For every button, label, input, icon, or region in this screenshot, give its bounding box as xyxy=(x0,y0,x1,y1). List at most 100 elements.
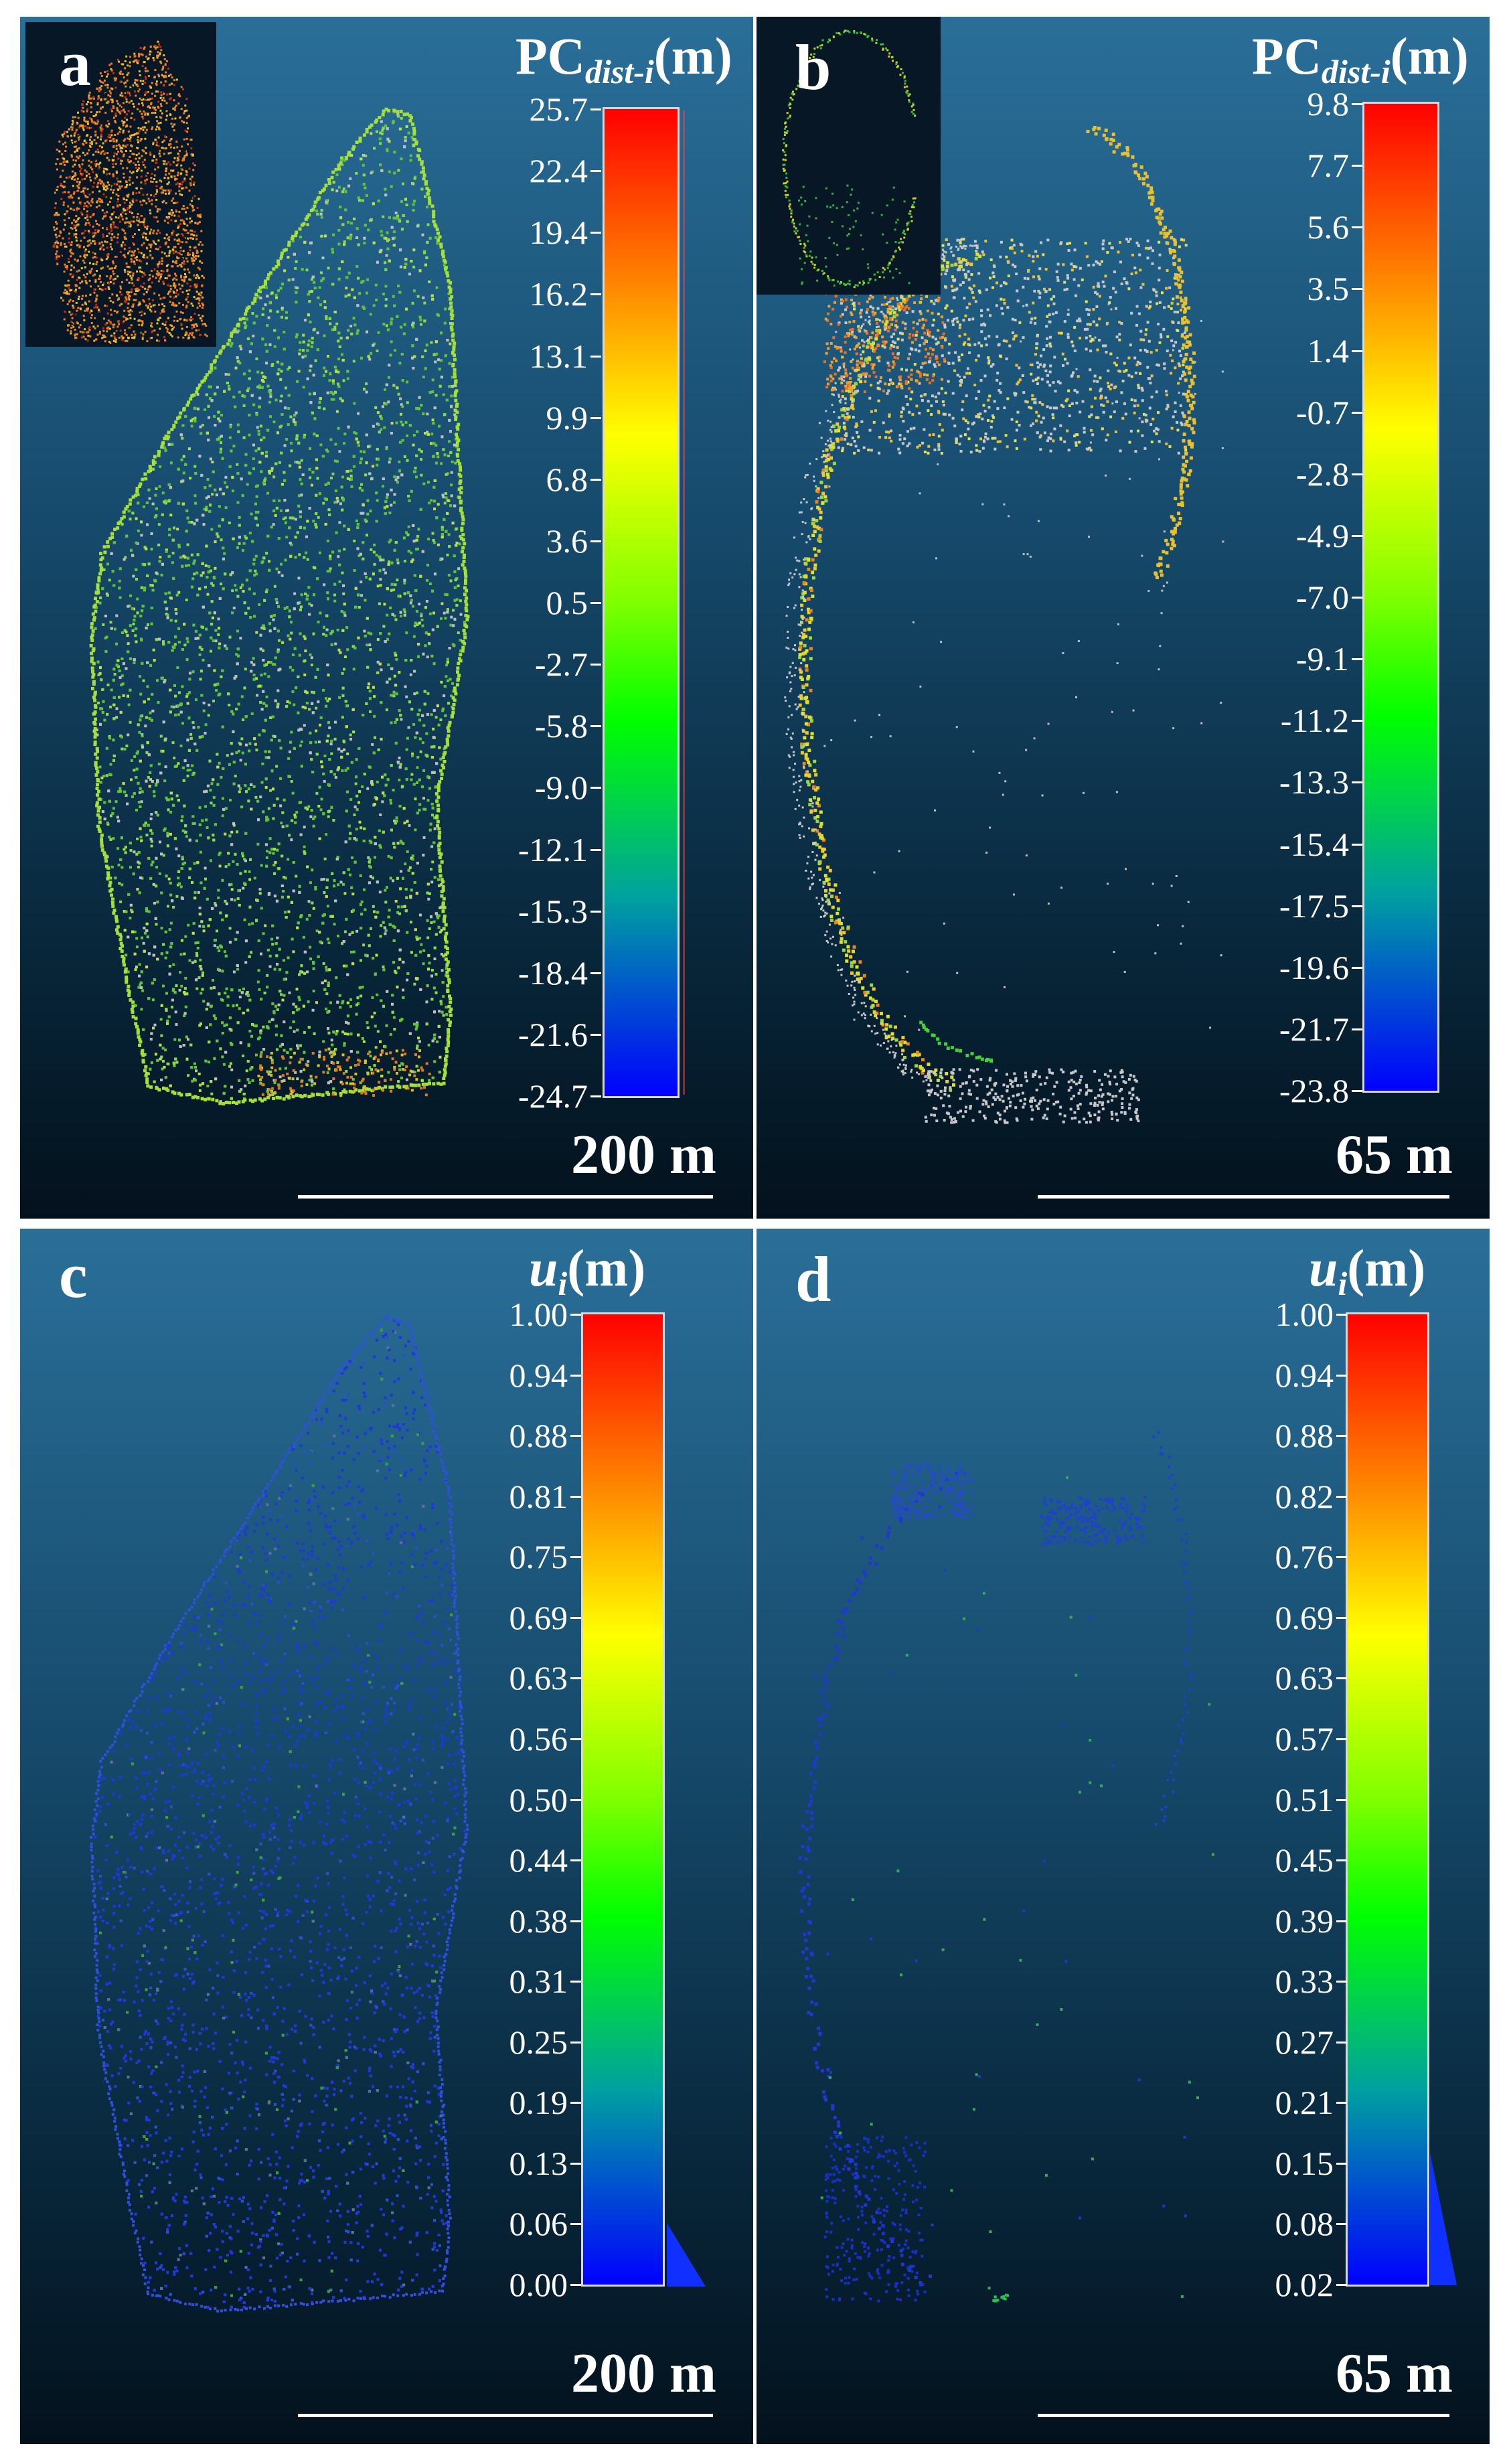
colorbar-title-b: PCdist-i(m) xyxy=(1252,30,1469,89)
colorbar-tick-mark xyxy=(570,1616,581,1619)
point-cloud-c xyxy=(90,1315,469,2313)
colorbar-tick-mark xyxy=(1352,165,1362,167)
colorbar-tick-label: 0.08 xyxy=(1220,2207,1334,2240)
colorbar-tick-mark xyxy=(590,725,601,728)
colorbar-tick-mark xyxy=(570,2284,581,2286)
colorbar-tick-mark xyxy=(1336,1495,1347,1498)
histogram-a xyxy=(683,110,685,1095)
colorbar-tick-mark xyxy=(590,232,601,234)
colorbar-tick-mark xyxy=(1336,2041,1347,2044)
colorbar-tick-mark xyxy=(590,108,601,110)
colorbar-tick-mark xyxy=(590,787,601,789)
panel-label-d: d xyxy=(795,1247,831,1312)
colorbar-tick-mark xyxy=(570,1798,581,1801)
scale-label-c: 200 m xyxy=(489,2345,716,2402)
colorbar-tick-label: -5.8 xyxy=(474,709,588,743)
colorbar-tick-label: -0.7 xyxy=(1235,396,1349,429)
colorbar-tick-mark xyxy=(590,416,601,419)
colorbar-tick-mark xyxy=(570,1981,581,1983)
colorbar-tick-label: 0.06 xyxy=(454,2207,568,2240)
colorbar-tick-label: 0.00 xyxy=(454,2268,568,2301)
colorbar-tick-label: 0.82 xyxy=(1220,1480,1334,1513)
scale-bar-d xyxy=(1038,2414,1449,2417)
colorbar-tick-label: 7.7 xyxy=(1235,149,1350,182)
colorbar-tick-label: 0.27 xyxy=(1220,2025,1334,2059)
colorbar-tick-mark xyxy=(1336,2284,1347,2286)
colorbar-tick-mark xyxy=(1336,2223,1347,2226)
colorbar-tick-mark xyxy=(590,972,601,974)
colorbar-tick-label: -11.2 xyxy=(1235,704,1349,737)
colorbar-tick-mark xyxy=(570,1495,581,1498)
colorbar-tick-label: 0.69 xyxy=(454,1601,568,1634)
colorbar-tick-mark xyxy=(570,1374,581,1377)
colorbar-tick-mark xyxy=(1352,905,1362,907)
colorbar-tick-label: -15.3 xyxy=(474,895,588,928)
colorbar-tick-label: 0.81 xyxy=(454,1480,568,1513)
colorbar-tick-label: 0.56 xyxy=(454,1722,568,1756)
colorbar-tick-mark xyxy=(1336,1798,1347,1801)
colorbar-tick-mark xyxy=(590,355,601,358)
colorbar-tick-label: 0.31 xyxy=(454,1965,568,1998)
colorbar-tick-mark xyxy=(1336,1981,1347,1983)
colorbar-tick-label: 0.50 xyxy=(454,1783,568,1817)
scale-label-d: 65 m xyxy=(1225,2345,1453,2402)
colorbar-d xyxy=(1346,1312,1429,2287)
colorbar-tick-label: 0.88 xyxy=(1220,1419,1334,1452)
colorbar-tick-label: -7.0 xyxy=(1235,581,1349,614)
colorbar-tick-label: 0.15 xyxy=(1220,2147,1334,2180)
colorbar-tick-mark xyxy=(570,1738,581,1740)
colorbar-tick-mark xyxy=(1352,103,1362,105)
colorbar-tick-mark xyxy=(570,1556,581,1559)
colorbar-tick-label: 13.1 xyxy=(474,339,588,373)
colorbar-tick-mark xyxy=(590,910,601,913)
panel-b: b PCdist-i(m) 9.8 7.7 5.6 3.5 1.4 -0.7 -2.8 -4.… xyxy=(757,17,1490,1219)
colorbar-tick-label: -12.1 xyxy=(474,833,588,866)
colorbar-title-d: ui(m) xyxy=(1309,1242,1425,1301)
colorbar-tick-mark xyxy=(1336,1616,1347,1619)
colorbar-tick-mark xyxy=(1336,1920,1347,1922)
colorbar-title-a: PCdist-i(m) xyxy=(515,30,732,89)
colorbar-tick-label: -18.4 xyxy=(474,956,588,990)
colorbar-tick-mark xyxy=(1352,966,1362,969)
colorbar-tick-label: 0.13 xyxy=(454,2147,568,2180)
panel-label-a: a xyxy=(59,31,91,96)
colorbar-tick-label: -9.0 xyxy=(474,771,588,804)
colorbar-tick-label: -4.9 xyxy=(1235,519,1349,552)
colorbar-tick-mark xyxy=(1336,1435,1347,1438)
colorbar-tick-mark xyxy=(590,1095,601,1097)
colorbar-tick-mark xyxy=(590,540,601,542)
colorbar-tick-label: 0.45 xyxy=(1220,1843,1334,1877)
colorbar-tick-mark xyxy=(1336,2102,1347,2104)
colorbar-tick-mark xyxy=(570,1435,581,1438)
colorbar-c xyxy=(581,1312,665,2287)
colorbar-tick-mark xyxy=(570,2162,581,2165)
colorbar-tick-label: 0.33 xyxy=(1220,1965,1334,1998)
scale-bar-a xyxy=(298,1195,713,1199)
colorbar-tick-mark xyxy=(590,478,601,481)
colorbar-tick-label: 1.00 xyxy=(454,1298,568,1331)
colorbar-tick-mark xyxy=(1336,1859,1347,1862)
colorbar-tick-label: 9.9 xyxy=(474,401,588,435)
colorbar-tick-label: 0.88 xyxy=(454,1419,568,1452)
colorbar-tick-label: 0.19 xyxy=(454,2086,568,2119)
point-cloud-d xyxy=(798,1431,1214,2303)
scale-label-a: 200 m xyxy=(489,1127,716,1183)
colorbar-tick-mark xyxy=(1352,720,1362,722)
colorbar-tick-label: 0.21 xyxy=(1220,2086,1334,2119)
colorbar-tick-mark xyxy=(1352,350,1362,352)
panel-label-c: c xyxy=(59,1243,88,1308)
colorbar-tick-mark xyxy=(570,1314,581,1316)
colorbar-tick-label: 0.63 xyxy=(454,1661,568,1695)
colorbar-tick-mark xyxy=(570,1859,581,1862)
colorbar-tick-label: 0.94 xyxy=(454,1359,568,1392)
colorbar-tick-label: -13.3 xyxy=(1235,765,1349,799)
histogram-c xyxy=(667,2223,706,2287)
colorbar-tick-mark xyxy=(590,293,601,296)
colorbar-tick-mark xyxy=(1336,1677,1347,1680)
colorbar-tick-mark xyxy=(570,1677,581,1680)
inset-overview-a xyxy=(25,22,216,347)
colorbar-tick-label: 0.75 xyxy=(454,1540,568,1573)
colorbar-tick-mark xyxy=(1336,1738,1347,1740)
colorbar-tick-mark xyxy=(1352,597,1362,599)
colorbar-tick-label: 0.94 xyxy=(1220,1359,1334,1392)
